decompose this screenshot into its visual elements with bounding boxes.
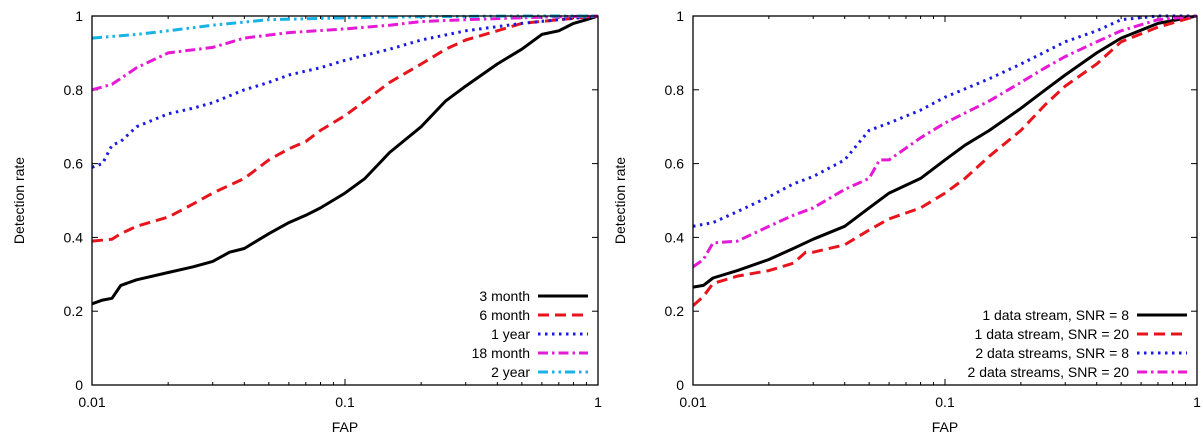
y-axis-label: Detection rate bbox=[612, 157, 628, 244]
series-line-2-data-streams-snr-20 bbox=[693, 14, 1197, 269]
legend-label: 3 month bbox=[479, 288, 530, 304]
right-chart-panel: 0 0.2 0.4 0.6 0.8 1 0.01 0.1 1 FAP Detection rate 1… bbox=[612, 8, 1201, 435]
series-line-3-month bbox=[92, 14, 598, 306]
x-axis-label: FAP bbox=[332, 419, 358, 435]
left-chart-panel: 0 0.2 0.4 0.6 0.8 1 0.01 0.1 1 FAP Detection rate 3… bbox=[11, 8, 602, 435]
legend-label: 1 data stream, SNR = 20 bbox=[975, 326, 1130, 342]
y-tick-label: 0.2 bbox=[64, 303, 84, 319]
legend-label: 1 year bbox=[491, 326, 530, 342]
x-tick-label: 1 bbox=[1193, 394, 1201, 410]
series-line-18-month bbox=[92, 14, 598, 92]
y-tick-label: 0.4 bbox=[665, 229, 685, 245]
y-tick-label: 0.6 bbox=[64, 156, 84, 172]
legend-label: 2 year bbox=[491, 364, 530, 380]
legend-label: 2 data streams, SNR = 20 bbox=[968, 364, 1130, 380]
y-tick-label: 0.4 bbox=[64, 229, 84, 245]
y-axis-label: Detection rate bbox=[11, 157, 27, 244]
y-tick-label: 0.2 bbox=[665, 303, 685, 319]
series-line-1-data-stream-snr-20 bbox=[693, 14, 1197, 307]
legend-label: 2 data streams, SNR = 8 bbox=[975, 345, 1129, 361]
legend-label: 6 month bbox=[479, 307, 530, 323]
y-tick-label: 0 bbox=[676, 377, 684, 393]
x-tick-label: 0.1 bbox=[935, 394, 955, 410]
series-line-1-data-stream-snr-8 bbox=[693, 14, 1197, 289]
series-line-2-year bbox=[92, 14, 598, 40]
x-tick-label: 0.01 bbox=[78, 394, 105, 410]
y-tick-label: 0.8 bbox=[665, 82, 685, 98]
legend-label: 1 data stream, SNR = 8 bbox=[982, 307, 1129, 323]
x-tick-label: 0.01 bbox=[679, 394, 706, 410]
x-tick-label: 0.1 bbox=[335, 394, 355, 410]
series-line-6-month bbox=[92, 14, 598, 243]
plot-frame bbox=[692, 15, 1198, 386]
legend-label: 18 month bbox=[472, 345, 530, 361]
y-tick-label: 1 bbox=[676, 8, 684, 24]
y-tick-label: 0.8 bbox=[64, 82, 84, 98]
series-line-1-year bbox=[92, 14, 598, 169]
y-tick-label: 0.6 bbox=[665, 156, 685, 172]
y-tick-label: 0 bbox=[75, 377, 83, 393]
x-tick-label: 1 bbox=[594, 394, 602, 410]
x-axis-label: FAP bbox=[932, 419, 958, 435]
y-tick-label: 1 bbox=[75, 8, 83, 24]
plot-frame bbox=[91, 15, 599, 386]
